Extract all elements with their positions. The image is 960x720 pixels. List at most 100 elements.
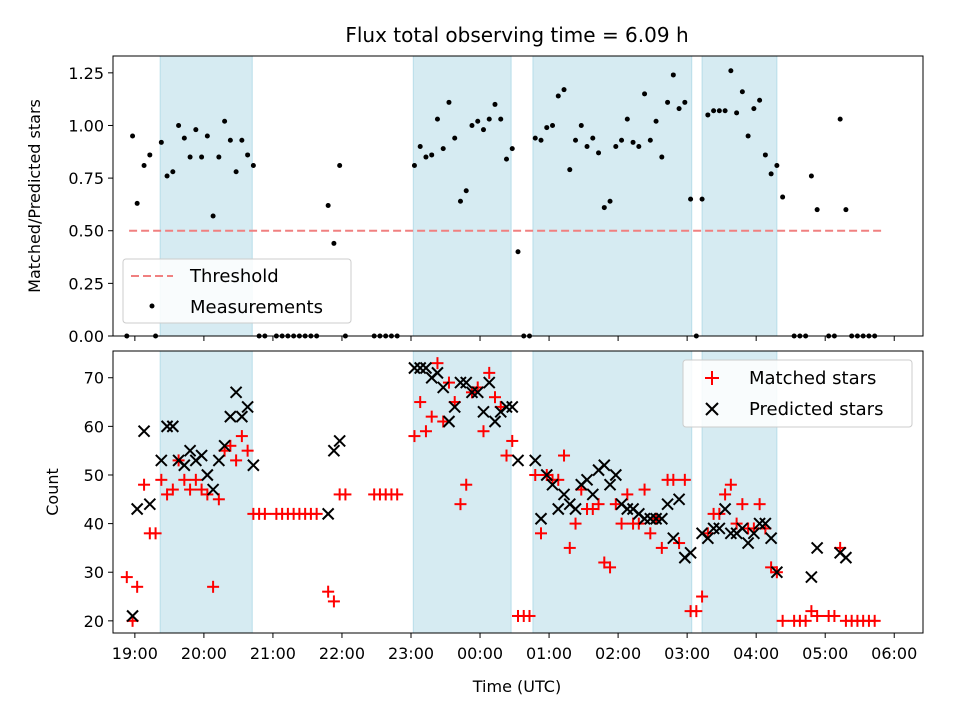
measurement-point xyxy=(325,202,331,208)
matched-star-point xyxy=(799,614,812,627)
x-tick-label: 02:00 xyxy=(595,644,641,663)
predicted-star-point xyxy=(511,454,525,467)
bottom-y-tick-label: 40 xyxy=(84,515,104,534)
predicted-star-point xyxy=(448,400,461,414)
predicted-star-point xyxy=(471,386,484,399)
measurement-point xyxy=(768,171,774,177)
predicted-star-point xyxy=(235,410,249,423)
predicted-star-point xyxy=(759,517,772,530)
matched-star-point xyxy=(638,483,651,496)
measurement-point xyxy=(423,154,429,160)
measurement-point xyxy=(682,99,688,105)
top-shaded-interval xyxy=(701,55,778,337)
matched-star-point xyxy=(437,415,450,428)
predicted-star-point xyxy=(552,502,565,516)
predicted-star-point xyxy=(540,468,553,482)
matched-star-point xyxy=(327,595,340,608)
measurement-point xyxy=(647,137,653,143)
predicted-star-point xyxy=(621,502,634,516)
matched-star-point xyxy=(414,396,427,409)
bottom-axes-frame xyxy=(112,350,924,634)
measurement-point xyxy=(636,144,642,150)
predicted-star-point xyxy=(218,439,231,453)
predicted-star-point xyxy=(569,502,582,516)
measurement-point xyxy=(164,173,170,179)
predicted-star-point xyxy=(839,551,853,564)
matched-star-point xyxy=(178,473,191,486)
measurement-point xyxy=(245,152,251,158)
measurement-point xyxy=(233,169,239,175)
top-y-tick-label: 1.00 xyxy=(68,116,104,135)
predicted-star-point xyxy=(465,386,479,399)
matched-star-point xyxy=(138,478,151,491)
top-legend-box xyxy=(122,258,352,324)
matched-star-point xyxy=(477,425,490,438)
predicted-star-point xyxy=(477,405,490,418)
measurement-point xyxy=(728,68,734,74)
measurement-point xyxy=(222,118,228,124)
predicted-star-point xyxy=(321,507,335,521)
predicted-star-point xyxy=(764,531,778,545)
measurement-point xyxy=(739,89,745,95)
legend-predicted-swatch xyxy=(705,402,719,416)
x-tick-label: 04:00 xyxy=(733,644,779,663)
predicted-star-point xyxy=(713,522,726,535)
predicted-star-point xyxy=(684,546,697,559)
predicted-star-point xyxy=(529,454,542,467)
matched-star-point xyxy=(207,580,220,593)
predicted-star-point xyxy=(483,376,496,389)
measurement-point xyxy=(688,196,694,202)
measurement-point xyxy=(509,146,515,152)
matched-star-point xyxy=(655,541,668,554)
predicted-star-point xyxy=(586,488,599,501)
measurement-point xyxy=(204,133,210,139)
predicted-star-point xyxy=(195,449,208,462)
predicted-star-point xyxy=(644,512,657,525)
predicted-star-point xyxy=(649,512,663,525)
measurement-point xyxy=(227,137,233,143)
legend-matched-label: Matched stars xyxy=(749,368,876,389)
top-axes-frame xyxy=(112,55,924,337)
bottom-y-ticks: 20 30 40 50 60 70 xyxy=(84,369,113,631)
predicted-star-point xyxy=(609,468,623,482)
top-x-ticks xyxy=(134,336,895,341)
matched-star-point xyxy=(166,483,179,496)
measurement-point xyxy=(814,207,820,213)
measurement-point xyxy=(624,116,630,122)
bottom-y-axis-label: Count xyxy=(43,468,62,516)
measurement-point xyxy=(722,108,728,114)
matched-star-point xyxy=(131,580,144,593)
matched-star-point xyxy=(592,498,605,511)
predicted-star-point xyxy=(500,400,513,414)
predicted-star-point xyxy=(137,425,151,438)
bottom-y-tick-label: 60 xyxy=(84,417,104,436)
measurement-points xyxy=(124,68,878,339)
measurement-point xyxy=(762,152,768,158)
measurement-point xyxy=(181,135,187,141)
predicted-star-point xyxy=(408,361,421,375)
measurement-point xyxy=(705,112,711,118)
predicted-star-point xyxy=(183,444,197,457)
predicted-star-point xyxy=(419,361,433,375)
predicted-star-point xyxy=(166,420,180,433)
predicted-star-point xyxy=(130,502,144,516)
predicted-star-point xyxy=(333,434,346,448)
predicted-star-point xyxy=(229,386,243,399)
measurement-point xyxy=(837,116,843,122)
measurement-point xyxy=(630,139,636,145)
bottom-legend-box xyxy=(682,359,913,428)
measurement-point xyxy=(642,91,648,97)
matched-star-point xyxy=(230,454,243,467)
legend-matched-swatch xyxy=(705,371,719,385)
measurement-point xyxy=(434,116,440,122)
matched-star-point xyxy=(753,498,766,511)
x-tick-label: 22:00 xyxy=(319,644,365,663)
measurement-point xyxy=(584,144,590,150)
legend-predicted-label: Predicted stars xyxy=(749,399,883,420)
matched-star-point xyxy=(408,430,421,443)
measurement-point xyxy=(699,196,705,202)
measurement-point xyxy=(607,198,613,204)
x-axis-label: Time (UTC) xyxy=(472,677,561,696)
predicted-star-point xyxy=(805,570,818,584)
predicted-star-point xyxy=(580,473,594,487)
